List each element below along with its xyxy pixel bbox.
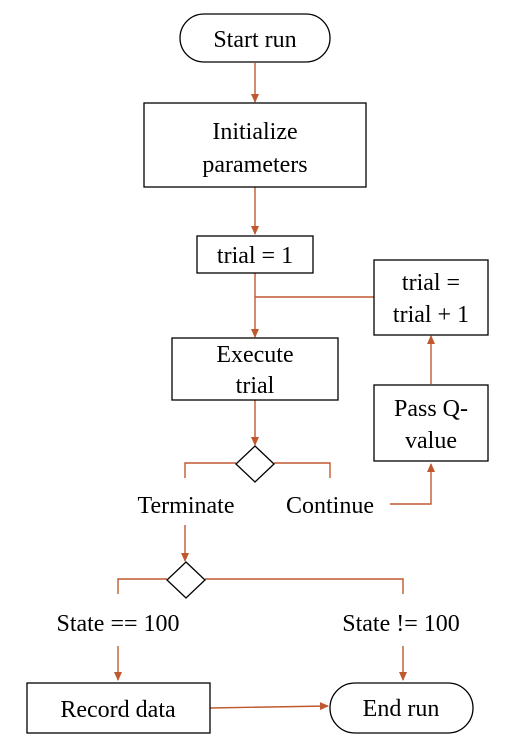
trial-increment-node: trial = trial + 1 — [373, 259, 489, 336]
branch-terminate-label: Terminate — [138, 493, 235, 519]
pass-label-line1: Pass Q- — [394, 396, 468, 422]
initialize-label-line2: parameters — [202, 152, 307, 178]
execute-label-line2: trial — [236, 373, 275, 399]
connector-decision2-right-branch — [205, 578, 404, 594]
branch-continue-label: Continue — [286, 493, 374, 519]
connector-decision2-left-branch — [117, 578, 167, 594]
start-run-node: Start run — [179, 13, 331, 63]
execute-trial-node: Execute trial — [171, 337, 339, 401]
initialize-label-line1: Initialize — [212, 119, 297, 145]
connector-decision1-left-branch — [184, 462, 236, 478]
pass-label-line2: value — [405, 428, 457, 454]
branch-state-eq-label: State == 100 — [56, 611, 179, 637]
decision-diamond-state — [166, 561, 206, 599]
start-run-label: Start run — [213, 27, 296, 53]
record-data-label: Record data — [60, 697, 176, 723]
connector-continue-to-pass — [390, 463, 435, 505]
trial-init-label: trial = 1 — [217, 243, 293, 269]
connector-decision1-right-branch — [274, 462, 331, 478]
trial-init-node: trial = 1 — [196, 235, 314, 274]
pass-q-value-node: Pass Q- value — [373, 384, 489, 462]
execute-label-line1: Execute — [216, 342, 293, 368]
branch-state-neq-label: State != 100 — [342, 611, 460, 637]
decision-diamond-trial — [235, 445, 275, 483]
initialize-parameters-node: Initialize parameters — [143, 102, 367, 188]
end-run-node: End run — [329, 682, 474, 734]
connector-record-to-end — [209, 702, 329, 711]
connectors — [114, 63, 435, 711]
increment-label-line2: trial + 1 — [393, 302, 469, 328]
increment-label-line1: trial = — [402, 270, 460, 296]
record-data-node: Record data — [26, 682, 211, 734]
end-run-label: End run — [363, 696, 440, 722]
